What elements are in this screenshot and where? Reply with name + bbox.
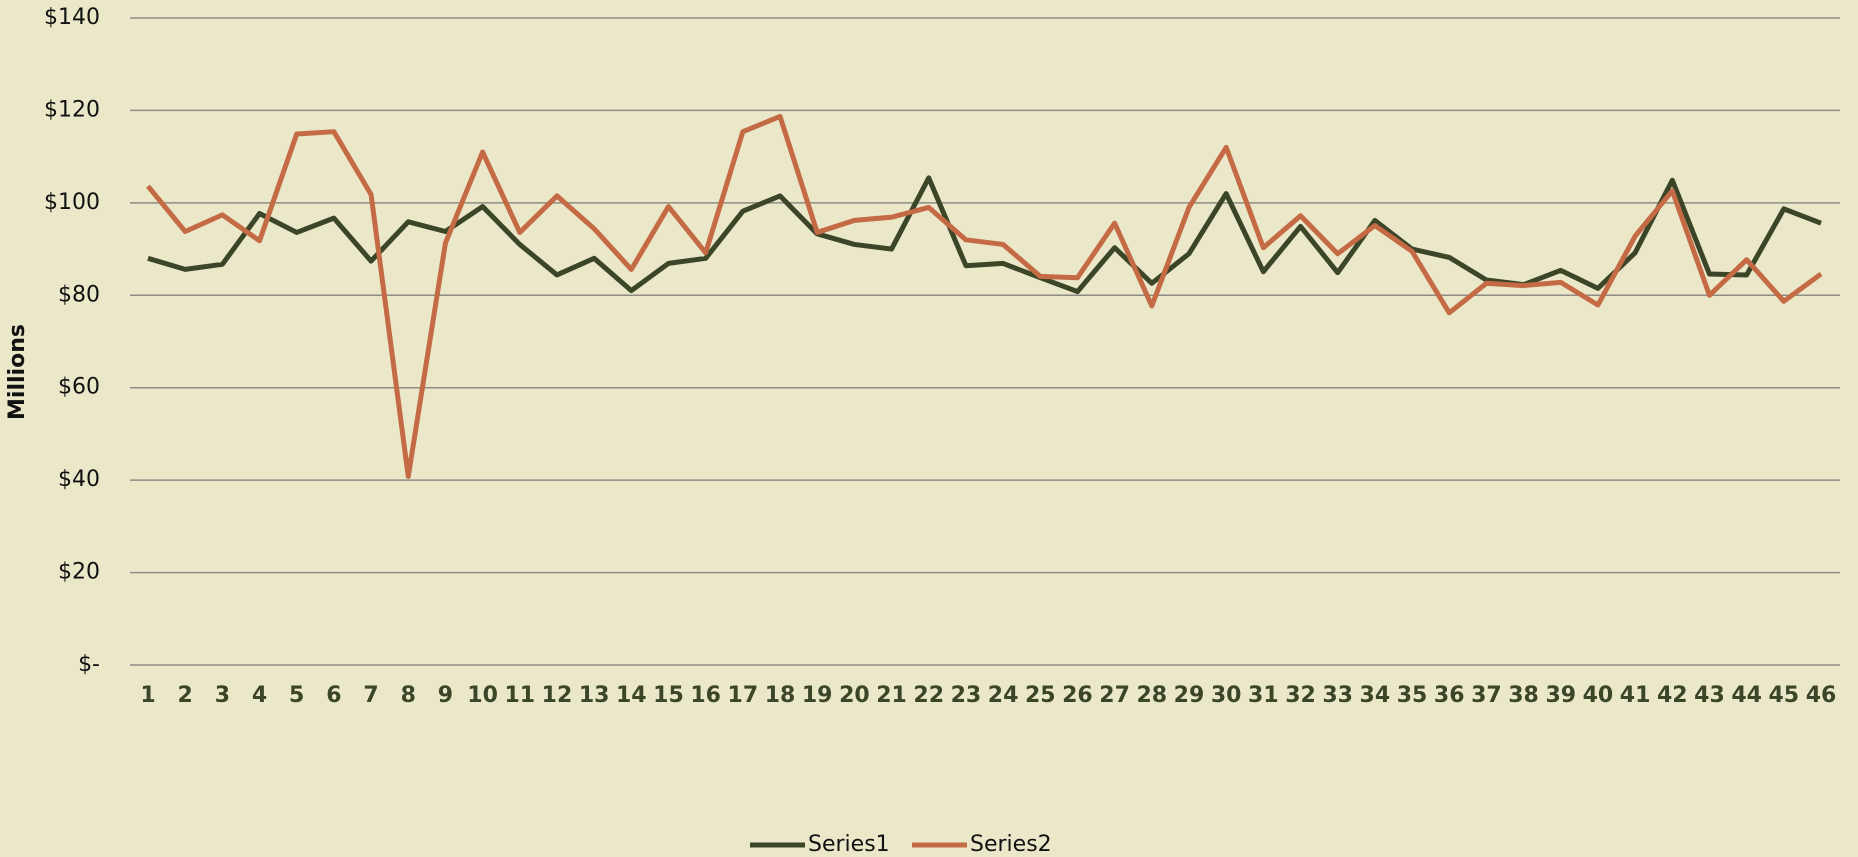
x-tick-label: 13 (579, 683, 610, 708)
y-axis-label: Millions (5, 324, 30, 420)
x-tick-label: 16 (690, 683, 721, 708)
x-tick-label: 34 (1360, 683, 1391, 708)
x-tick-label: 29 (1174, 683, 1205, 708)
x-tick-label: 11 (504, 683, 535, 708)
x-tick-label: 18 (765, 683, 796, 708)
x-tick-label: 39 (1545, 683, 1576, 708)
x-tick-label: 12 (542, 683, 573, 708)
x-tick-label: 3 (215, 683, 230, 708)
x-tick-label: 27 (1099, 683, 1130, 708)
x-tick-label: 17 (728, 683, 759, 708)
x-tick-label: 8 (401, 683, 416, 708)
y-tick-label: $80 (58, 282, 100, 307)
x-tick-label: 41 (1620, 683, 1651, 708)
x-tick-label: 33 (1322, 683, 1353, 708)
y-tick-label: $40 (58, 467, 100, 492)
x-tick-label: 9 (438, 683, 453, 708)
y-tick-label: $- (78, 652, 100, 677)
x-tick-label: 31 (1248, 683, 1279, 708)
x-tick-label: 15 (653, 683, 684, 708)
x-tick-label: 40 (1583, 683, 1614, 708)
y-tick-label: $60 (58, 375, 100, 400)
x-tick-label: 45 (1769, 683, 1800, 708)
x-tick-label: 37 (1471, 683, 1502, 708)
x-tick-label: 7 (363, 683, 378, 708)
x-tick-label: 46 (1806, 683, 1837, 708)
x-tick-label: 23 (951, 683, 982, 708)
y-tick-label: $140 (44, 5, 100, 30)
series-line (147, 175, 1822, 295)
x-tick-label: 1 (140, 683, 155, 708)
x-tick-label: 14 (616, 683, 647, 708)
x-tick-label: 24 (988, 683, 1019, 708)
x-tick-label: 20 (839, 683, 870, 708)
x-tick-label: 10 (467, 683, 498, 708)
series-line (146, 113, 1823, 479)
legend-label: Series2 (970, 832, 1052, 857)
x-tick-label: 25 (1025, 683, 1056, 708)
x-tick-label: 2 (178, 683, 193, 708)
x-tick-label: 30 (1211, 683, 1242, 708)
y-tick-label: $20 (58, 560, 100, 585)
x-tick-label: 38 (1508, 683, 1539, 708)
x-tick-label: 4 (252, 683, 267, 708)
x-tick-label: 6 (326, 683, 341, 708)
x-tick-label: 43 (1694, 683, 1725, 708)
x-tick-label: 42 (1657, 683, 1688, 708)
x-tick-label: 32 (1285, 683, 1316, 708)
legend-label: Series1 (808, 832, 890, 857)
x-tick-label: 22 (913, 683, 944, 708)
x-tick-label: 35 (1397, 683, 1428, 708)
x-tick-label: 44 (1731, 683, 1762, 708)
y-tick-label: $100 (44, 190, 100, 215)
x-tick-label: 19 (802, 683, 833, 708)
x-tick-label: 5 (289, 683, 304, 708)
x-tick-label: 21 (876, 683, 907, 708)
y-tick-label: $120 (44, 97, 100, 122)
x-tick-label: 36 (1434, 683, 1465, 708)
x-tick-label: 26 (1062, 683, 1093, 708)
x-tick-label: 28 (1136, 683, 1167, 708)
